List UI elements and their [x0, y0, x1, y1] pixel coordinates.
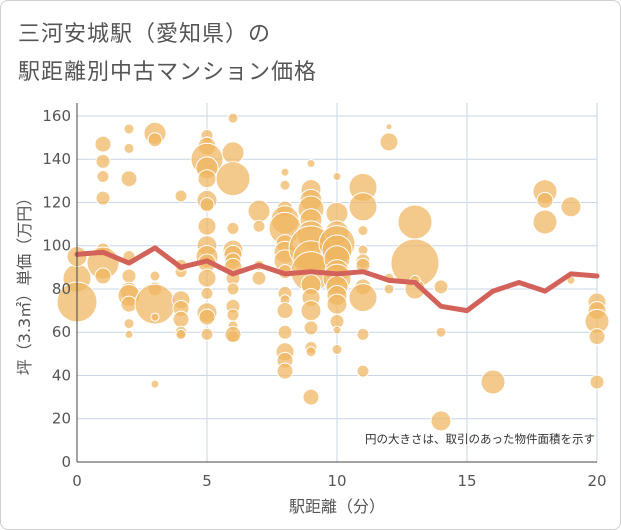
bubble-point	[197, 169, 217, 189]
axes: 0 20 40 60 80 100 120 140 160 0 5 10 15 20	[42, 103, 607, 490]
bubble-point	[356, 364, 370, 378]
bubble-point	[120, 170, 138, 188]
x-tick-label: 20	[587, 472, 606, 490]
bubble-point	[480, 369, 506, 395]
bubble-point	[175, 328, 187, 340]
y-tick-label: 20	[52, 410, 71, 428]
bubble-point	[280, 167, 290, 177]
bubble-point	[348, 283, 378, 313]
bubble-point	[300, 300, 322, 322]
chart-title-line1: 三河安城駅（愛知県）の	[18, 22, 272, 47]
bubble-point	[302, 388, 320, 406]
trend-line	[74, 245, 600, 314]
bubble-point	[123, 318, 135, 330]
bubble-point	[149, 270, 161, 282]
bubble-point	[560, 196, 582, 218]
x-axis-label: 駅距離（分）	[289, 497, 385, 516]
x-tick-label: 10	[327, 472, 346, 490]
bubble-point	[385, 123, 393, 131]
bubble-point	[326, 293, 348, 315]
size-annotation: 円の大きさは、取引のあった物件面積を示す	[365, 432, 595, 446]
x-tick-label: 0	[72, 472, 82, 490]
bubble-point	[94, 267, 112, 285]
bubble-point	[215, 161, 251, 197]
bubble-point	[96, 170, 110, 184]
bubble-point	[247, 199, 271, 223]
bubble-point	[251, 270, 267, 286]
bubble-point	[200, 286, 214, 300]
bubble-point	[224, 325, 242, 343]
x-tick-label: 5	[202, 472, 212, 490]
bubble-point	[430, 410, 452, 432]
bubble-point	[95, 190, 111, 206]
y-tick-label: 80	[52, 280, 71, 298]
bubble-point	[252, 219, 266, 233]
bubble-point	[174, 189, 188, 203]
bubble-point	[226, 308, 240, 322]
bubble-point	[306, 159, 316, 169]
bubble-point	[277, 324, 293, 340]
y-tick-label: 60	[52, 323, 71, 341]
bubble-point	[356, 327, 370, 341]
bubble-point	[383, 283, 395, 295]
bubble-point	[536, 191, 554, 209]
x-tick-label: 15	[457, 472, 476, 490]
bubble-point	[532, 209, 558, 235]
y-tick-label: 0	[61, 453, 71, 471]
bubble-point	[121, 268, 137, 284]
bubble-point	[276, 362, 294, 380]
bubble-point	[221, 141, 245, 165]
bubble-point	[124, 329, 134, 339]
bubble-point	[200, 327, 214, 341]
bubble-point	[348, 192, 378, 222]
bubble-point	[332, 325, 342, 335]
bubble-point	[123, 142, 135, 154]
chart-title-line2: 駅距離別中古マンション価格	[18, 60, 318, 85]
bubble-point	[331, 344, 343, 356]
bubble-point	[589, 374, 605, 390]
bubble-point	[279, 179, 291, 191]
bubble-point	[276, 302, 294, 320]
bubble-point	[94, 135, 112, 153]
bubble-point	[226, 221, 240, 235]
bubble-point	[227, 112, 239, 124]
bubble-point	[433, 279, 449, 295]
bubble-point	[199, 197, 215, 213]
bubble-point	[305, 346, 317, 358]
bubble-point	[150, 312, 160, 322]
bubble-point	[172, 310, 190, 328]
bubble-point	[95, 153, 111, 169]
y-tick-label: 140	[42, 150, 71, 168]
bubble-point	[379, 132, 399, 152]
y-tick-label: 160	[42, 107, 71, 125]
bubble-point	[197, 268, 217, 288]
y-tick-label: 120	[42, 193, 71, 211]
y-axis-label: 坪（3.3㎡）単価（万円）	[15, 190, 34, 375]
bubble-point	[588, 328, 606, 346]
bubble-point	[226, 282, 240, 296]
bubble-point	[303, 320, 319, 336]
bubble-point	[123, 123, 135, 135]
y-tick-label: 100	[42, 237, 71, 255]
bubble-point	[435, 326, 447, 338]
bubble-layer	[56, 112, 610, 432]
bubble-point	[357, 225, 369, 237]
bubble-point	[197, 216, 217, 236]
bubble-point	[397, 204, 433, 240]
bubble-point	[198, 308, 216, 326]
bubble-point	[147, 132, 163, 148]
bubble-point	[150, 379, 160, 389]
y-tick-label: 40	[52, 366, 71, 384]
bubble-point	[332, 172, 342, 182]
